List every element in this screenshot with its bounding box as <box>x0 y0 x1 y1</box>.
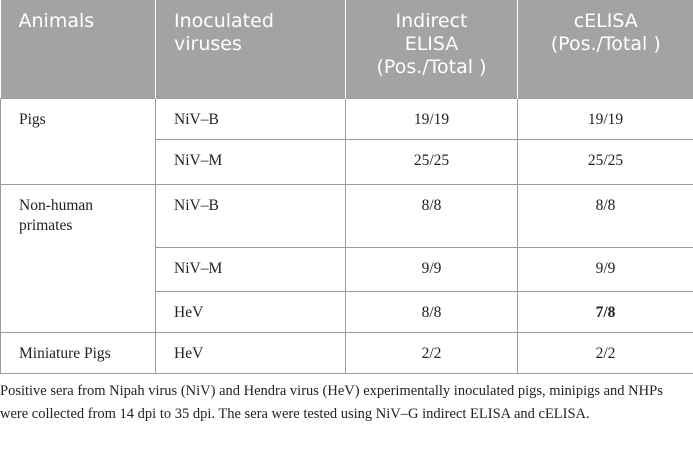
virus-cell: NiV–B <box>155 184 346 248</box>
header-text: cELISA <box>573 10 638 32</box>
footnote: Positive sera from Nipah virus (NiV) and… <box>0 383 663 422</box>
result-cell: 25/25 <box>517 139 693 185</box>
header-text: Animals <box>18 10 95 32</box>
result-cell: 8/8 <box>517 184 693 248</box>
result-cell: 19/19 <box>517 98 693 140</box>
result-cell: 8/8 <box>345 184 518 248</box>
header-text: ELISA <box>404 33 459 55</box>
virus-cell: NiV–M <box>155 139 346 185</box>
header-text: Inoculated <box>174 10 274 32</box>
virus-cell: HeV <box>155 332 346 374</box>
row: HeV 8/8 7/8 <box>1 291 693 333</box>
row: Pigs NiV–B 19/19 19/19 <box>0 98 693 185</box>
result-cell: 9/9 <box>517 247 693 292</box>
row: Miniature Pigs HeV 2/2 2/2 <box>0 332 693 374</box>
animal-cell: Pigs <box>0 98 156 185</box>
result-cell: 25/25 <box>345 139 518 185</box>
row: Non-human primates NiV–B 8/8 8/8 <box>0 184 693 333</box>
result-cell: 7/8 <box>517 291 693 333</box>
virus-cell: NiV–M <box>155 247 346 292</box>
result-cell: 2/2 <box>517 332 693 374</box>
result-cell: 19/19 <box>345 98 518 140</box>
animal-cell: Miniature Pigs <box>0 332 156 374</box>
virus-cell: HeV <box>155 291 346 333</box>
row: NiV–M 9/9 9/9 <box>1 247 693 292</box>
result-cell: 8/8 <box>345 291 518 333</box>
header-text: (Pos./Total ) <box>376 56 487 78</box>
header-text: (Pos./Total ) <box>550 33 661 55</box>
data-table: Animals Inoculated viruses Indirect ELISA(… <box>0 0 693 374</box>
header-cell: Indirect ELISA (Pos./Total ) <box>345 0 518 99</box>
header-cell: Animals <box>0 0 156 99</box>
header-cell: Inoculated viruses <box>155 0 346 99</box>
result-cell: 2/2 <box>345 332 518 374</box>
header-cell: cELISA (Pos./Total ) <box>517 0 693 99</box>
header-text: viruses <box>174 33 242 55</box>
result-cell: 9/9 <box>345 247 518 292</box>
virus-cell: NiV–B <box>155 98 346 140</box>
animal-cell: Non-human primates <box>0 184 156 333</box>
header-text: Indirect <box>395 10 468 32</box>
header-row: Animals Inoculated viruses Indirect ELISA(… <box>0 0 693 99</box>
